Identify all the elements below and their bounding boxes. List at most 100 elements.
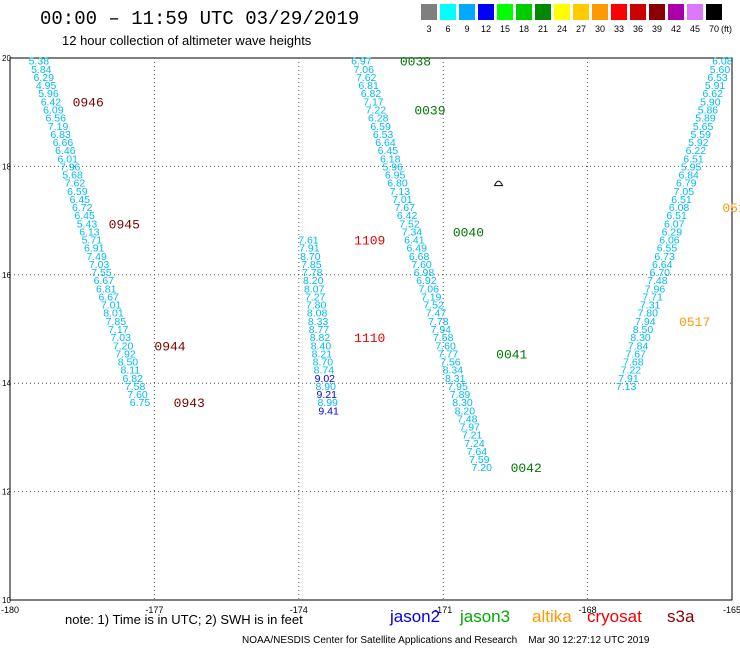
wave-height-value: 7.55 [91,267,112,279]
scale-swatch [649,4,665,20]
legend-cryosat: cryosat [587,607,642,626]
wave-height-value: 6.22 [686,145,707,157]
wave-height-value: 7.89 [450,389,471,401]
wave-height-value: 6.06 [659,235,680,247]
wave-height-value: 6.45 [378,145,399,157]
wave-height-value: 7.27 [305,291,326,303]
wave-height-value: 8.70 [300,251,321,263]
wave-height-value: 7.05 [674,186,695,198]
wave-height-value: 8.07 [304,283,325,295]
wave-height-value: 7.01 [101,300,122,312]
wave-height-value: 5.38 [29,56,50,68]
wave-height-value: 6.09 [43,104,64,116]
wave-height-value: 8.90 [316,381,337,393]
wave-height-value: 7.17 [108,324,129,336]
wave-height-value: 6.41 [404,235,425,247]
wave-height-value: 8.40 [311,340,332,352]
legend-s3a: s3a [667,607,695,626]
x-tick-label: -180 [1,605,19,615]
scale-swatch [687,4,703,20]
scale-label: 39 [651,24,662,34]
wave-height-value: 6.62 [703,88,724,100]
pass-time-label: 0517 [679,315,710,330]
wave-height-value: 8.20 [303,275,324,287]
scale-swatch [459,4,475,20]
wave-height-value: 7.52 [399,218,420,230]
page-title: 00:00 – 11:59 UTC 03/29/2019 [40,8,360,30]
scale-swatch [592,4,608,20]
wave-height-value: 5.68 [62,170,83,182]
scale-swatch [611,4,627,20]
wave-height-value: 6.81 [96,283,117,295]
wave-height-value: 7.49 [86,251,107,263]
scale-label: 21 [537,24,548,34]
wave-height-value: 7.92 [115,348,136,360]
wave-height-value: 8.82 [310,332,331,344]
wave-height-value: 7.47 [426,308,447,320]
wave-height-value: 7.59 [469,454,490,466]
wave-height-value: 7.85 [106,316,127,328]
wave-height-value: 7.06 [354,64,375,76]
scale-label: 45 [689,24,700,34]
wave-height-value: 7.84 [628,340,649,352]
pass-time-label: 0040 [453,225,484,240]
pass-time-label: 0041 [496,347,527,362]
pass-time-label: 0516 [722,201,740,216]
wave-height-value: 7.64 [467,446,488,458]
wave-height-value: 5.71 [82,235,103,247]
scale-label: 12 [480,24,491,34]
wave-height-value: 6.80 [387,178,408,190]
wave-height-value: 7.19 [48,121,69,133]
wave-height-value: 6.07 [664,218,685,230]
wave-height-value: 9.21 [316,389,337,401]
wave-height-value: 6.97 [351,56,372,68]
wave-height-value: 6.79 [676,178,697,190]
wave-height-value: 6.83 [50,129,71,141]
wave-height-value: 8.31 [445,373,466,385]
wave-height-value: 6.72 [72,202,93,214]
wave-height-value: 7.91 [299,243,320,255]
wave-height-value: 8.30 [630,332,651,344]
wave-height-value: 6.18 [380,153,401,165]
wave-height-value: 5.92 [688,137,709,149]
x-tick-label: -165 [723,605,740,615]
wave-height-value: 9.41 [318,405,339,417]
wave-height-value: 5.95 [681,161,702,173]
wave-height-value: 5.96 [382,161,403,173]
scale-swatch [478,4,494,20]
scale-label: 33 [613,24,624,34]
wave-height-value: 7.80 [306,300,327,312]
scale-label: 27 [575,24,586,34]
wave-height-value: 6.95 [385,170,406,182]
pass-time-label: 0944 [154,339,185,354]
y-tick-label: 16 [2,271,11,280]
wave-height-value: 7.78 [428,316,449,328]
wave-height-value: 7.96 [645,283,666,295]
credit-text: NOAA/NESDIS Center for Satellite Applica… [242,635,518,646]
scale-swatch [630,4,646,20]
x-tick-label: -174 [290,605,308,615]
wave-height-value: 6.98 [414,267,435,279]
wave-height-value: 6.13 [79,226,100,238]
wave-height-value: 5.84 [31,64,52,76]
wave-height-value: 6.70 [650,267,671,279]
wave-height-value: 6.82 [123,373,144,385]
wave-height-value: 6.29 [662,226,683,238]
wave-height-value: 7.60 [435,340,456,352]
credit-timestamp: Mar 30 12:27:12 UTC 2019 [528,635,650,646]
pass-time-label: 0042 [511,461,542,476]
wave-height-value: 6.66 [53,137,74,149]
wave-height-value: 8.77 [309,324,330,336]
wave-height-value: 5.60 [710,64,731,76]
wave-height-value: 7.48 [457,413,478,425]
wave-height-value: 5.90 [700,96,721,108]
scale-swatch [573,4,589,20]
wave-height-value: 7.68 [623,357,644,369]
wave-height-value: 6.28 [368,113,389,125]
scale-label: 42 [670,24,681,34]
wave-height-value: 5.65 [693,121,714,133]
wave-height-value: 8.34 [443,365,464,377]
wave-height-value: 5.89 [695,113,716,125]
y-tick-label: 18 [2,162,11,171]
